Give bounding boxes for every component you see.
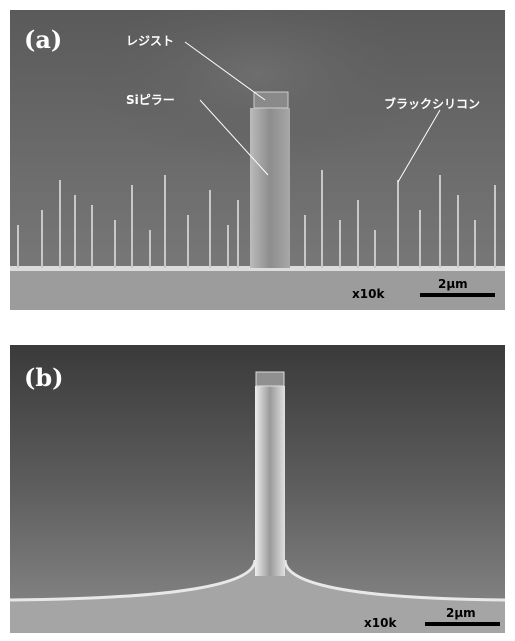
magnification: x10k bbox=[352, 287, 385, 301]
annotation: Siピラー bbox=[126, 93, 175, 107]
scale-bar-label: 2μm bbox=[446, 606, 476, 620]
scale-bar-label: 2μm bbox=[438, 277, 468, 291]
si-pillar bbox=[250, 108, 290, 268]
substrate bbox=[10, 270, 505, 310]
figure: (a) レジスト Siピラー ブラックシリコン x10k 2μm (b) x10… bbox=[0, 0, 515, 641]
scale-bar bbox=[420, 293, 495, 297]
resist bbox=[256, 372, 284, 386]
scale-bar bbox=[425, 622, 500, 626]
panel-b: (b) x10k 2μm bbox=[10, 345, 505, 633]
panel-label: (b) bbox=[24, 363, 64, 392]
annotation: レジスト bbox=[126, 34, 174, 48]
si-pillar bbox=[255, 386, 285, 576]
magnification: x10k bbox=[364, 616, 397, 630]
annotation: ブラックシリコン bbox=[384, 96, 480, 111]
resist bbox=[254, 92, 288, 108]
panel-a: (a) レジスト Siピラー ブラックシリコン x10k 2μm bbox=[10, 10, 505, 310]
panel-label: (a) bbox=[24, 25, 62, 54]
